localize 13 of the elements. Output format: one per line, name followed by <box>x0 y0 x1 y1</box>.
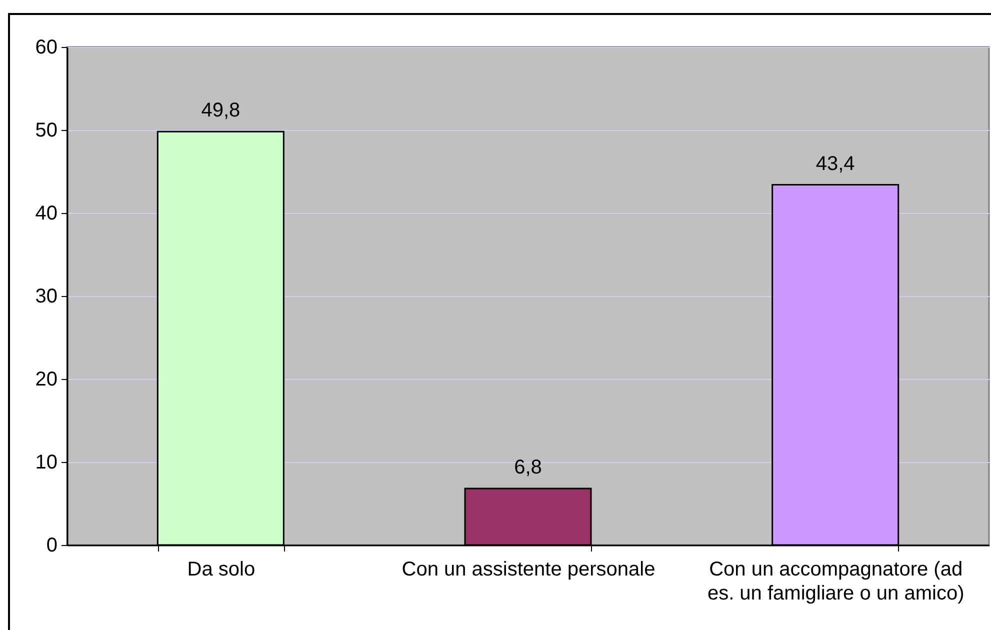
y-tick-label: 60 <box>35 36 58 58</box>
x-tick-label: Con un assistente personale <box>402 558 656 580</box>
y-tick-label: 40 <box>35 202 58 224</box>
data-label: 6,8 <box>514 456 542 479</box>
y-tick-label: 50 <box>35 120 58 142</box>
x-tick-label: Da solo <box>187 558 256 580</box>
y-tick-label: 0 <box>46 534 58 556</box>
x-tick-label: Con un accompagnatore (ad es. un famigliare o un amico) <box>707 558 964 604</box>
y-tick-label: 30 <box>35 286 58 308</box>
data-label: 49,8 <box>201 100 240 122</box>
data-label: 43,4 <box>816 152 855 175</box>
y-tick-label: 10 <box>35 452 58 474</box>
y-tick-label: 20 <box>35 368 58 390</box>
